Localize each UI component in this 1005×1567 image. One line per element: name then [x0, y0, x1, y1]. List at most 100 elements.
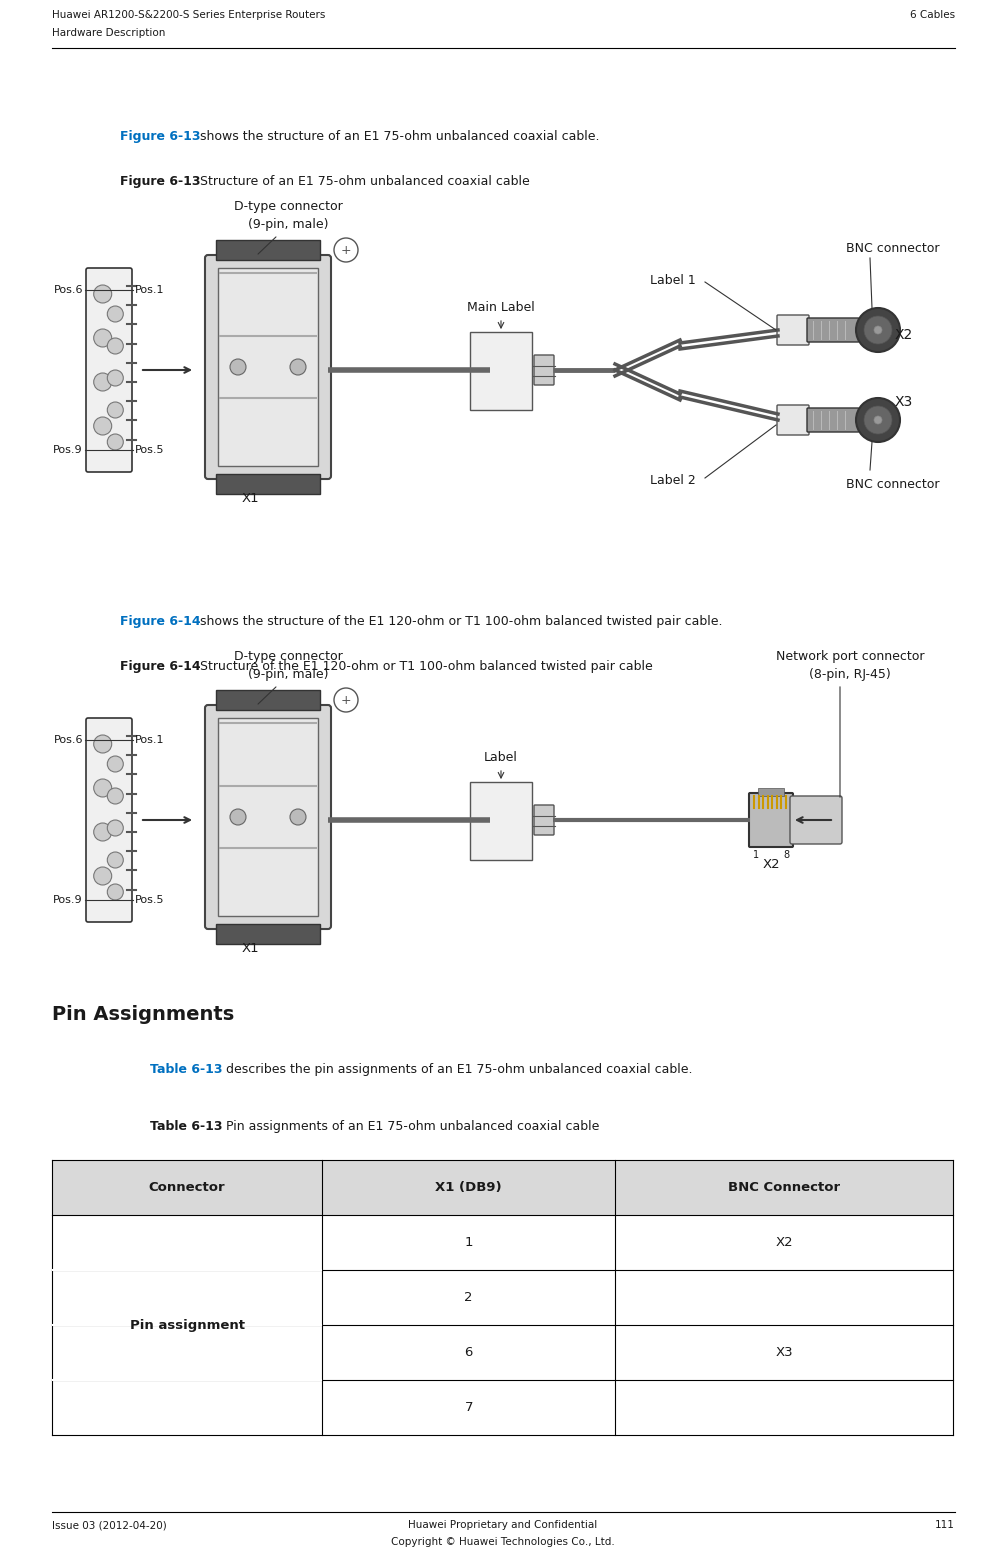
Text: Connector: Connector — [149, 1182, 225, 1194]
Text: 6: 6 — [464, 1346, 473, 1359]
Text: Issue 03 (2012-04-20): Issue 03 (2012-04-20) — [52, 1520, 167, 1529]
Bar — [216, 240, 320, 260]
Text: 1: 1 — [464, 1236, 473, 1249]
Text: X2: X2 — [895, 328, 914, 342]
Circle shape — [864, 317, 892, 345]
Text: 7: 7 — [464, 1401, 473, 1413]
FancyBboxPatch shape — [749, 793, 793, 848]
Text: X3: X3 — [775, 1346, 793, 1359]
FancyBboxPatch shape — [777, 315, 809, 345]
Text: Pos.1: Pos.1 — [135, 285, 165, 295]
FancyBboxPatch shape — [807, 407, 859, 432]
Bar — [216, 925, 320, 943]
Text: 1: 1 — [753, 849, 759, 860]
Text: 2: 2 — [464, 1291, 473, 1304]
Text: (8-pin, RJ-45): (8-pin, RJ-45) — [809, 668, 890, 682]
Bar — [470, 782, 532, 860]
Circle shape — [93, 417, 112, 436]
Text: Pin assignments of an E1 75-ohm unbalanced coaxial cable: Pin assignments of an E1 75-ohm unbalanc… — [222, 1120, 599, 1133]
Text: shows the structure of an E1 75-ohm unbalanced coaxial cable.: shows the structure of an E1 75-ohm unba… — [196, 130, 600, 143]
Circle shape — [230, 359, 246, 375]
Circle shape — [290, 809, 306, 824]
Text: X2: X2 — [762, 859, 780, 871]
Text: Huawei Proprietary and Confidential: Huawei Proprietary and Confidential — [408, 1520, 597, 1529]
Text: describes the pin assignments of an E1 75-ohm unbalanced coaxial cable.: describes the pin assignments of an E1 7… — [222, 1062, 692, 1077]
Circle shape — [290, 359, 306, 375]
Text: Pos.6: Pos.6 — [53, 285, 83, 295]
Text: Figure 6-14: Figure 6-14 — [120, 660, 201, 672]
Text: Pos.5: Pos.5 — [135, 445, 165, 454]
Text: Table 6-13: Table 6-13 — [150, 1120, 222, 1133]
Text: X1 (DB9): X1 (DB9) — [435, 1182, 502, 1194]
Text: X2: X2 — [775, 1236, 793, 1249]
Text: Pos.5: Pos.5 — [135, 895, 165, 906]
Bar — [218, 268, 318, 465]
Circle shape — [874, 326, 882, 334]
Circle shape — [108, 306, 124, 321]
Circle shape — [93, 329, 112, 346]
Bar — [216, 689, 320, 710]
FancyBboxPatch shape — [205, 255, 331, 480]
Text: 8: 8 — [783, 849, 789, 860]
Text: 111: 111 — [935, 1520, 955, 1529]
Text: BNC Connector: BNC Connector — [728, 1182, 840, 1194]
Circle shape — [93, 779, 112, 798]
Text: (9-pin, male): (9-pin, male) — [248, 668, 329, 682]
Circle shape — [93, 735, 112, 754]
Circle shape — [93, 867, 112, 885]
Circle shape — [93, 373, 112, 392]
Text: Structure of the E1 120-ohm or T1 100-ohm balanced twisted pair cable: Structure of the E1 120-ohm or T1 100-oh… — [196, 660, 653, 672]
Bar — [218, 718, 318, 917]
Circle shape — [93, 823, 112, 841]
FancyBboxPatch shape — [86, 718, 132, 921]
Text: Pin Assignments: Pin Assignments — [52, 1004, 234, 1023]
Bar — [470, 332, 532, 411]
Bar — [216, 473, 320, 494]
Circle shape — [856, 398, 900, 442]
Circle shape — [108, 820, 124, 837]
Text: Figure 6-13: Figure 6-13 — [120, 130, 201, 143]
Circle shape — [108, 884, 124, 899]
Text: shows the structure of the E1 120-ohm or T1 100-ohm balanced twisted pair cable.: shows the structure of the E1 120-ohm or… — [196, 614, 723, 628]
Text: 6 Cables: 6 Cables — [910, 9, 955, 20]
FancyBboxPatch shape — [86, 268, 132, 472]
Text: Pin assignment: Pin assignment — [130, 1318, 244, 1332]
Circle shape — [108, 370, 124, 385]
Text: BNC connector: BNC connector — [846, 241, 940, 255]
Text: Label 2: Label 2 — [650, 473, 695, 486]
Circle shape — [108, 852, 124, 868]
Text: (9-pin, male): (9-pin, male) — [248, 218, 329, 230]
Text: +: + — [341, 694, 352, 707]
Text: Huawei AR1200-S&2200-S Series Enterprise Routers: Huawei AR1200-S&2200-S Series Enterprise… — [52, 9, 326, 20]
FancyBboxPatch shape — [534, 805, 554, 835]
Bar — [758, 788, 784, 796]
Text: X1: X1 — [241, 492, 259, 505]
FancyBboxPatch shape — [534, 356, 554, 385]
Text: D-type connector: D-type connector — [233, 650, 343, 663]
Text: Label 1: Label 1 — [650, 274, 695, 287]
Circle shape — [230, 809, 246, 824]
Circle shape — [93, 285, 112, 302]
Text: Pos.1: Pos.1 — [135, 735, 165, 744]
Text: Figure 6-13: Figure 6-13 — [120, 176, 201, 188]
FancyBboxPatch shape — [205, 705, 331, 929]
Text: X1: X1 — [241, 942, 259, 954]
Circle shape — [864, 406, 892, 434]
Circle shape — [874, 415, 882, 425]
Text: Main Label: Main Label — [467, 301, 535, 313]
Text: Table 6-13: Table 6-13 — [150, 1062, 222, 1077]
Text: Structure of an E1 75-ohm unbalanced coaxial cable: Structure of an E1 75-ohm unbalanced coa… — [196, 176, 530, 188]
Text: Copyright © Huawei Technologies Co., Ltd.: Copyright © Huawei Technologies Co., Ltd… — [391, 1537, 614, 1547]
Text: Figure 6-14: Figure 6-14 — [120, 614, 201, 628]
FancyBboxPatch shape — [777, 404, 809, 436]
Circle shape — [108, 338, 124, 354]
Text: Pos.9: Pos.9 — [53, 445, 83, 454]
Text: Network port connector: Network port connector — [776, 650, 925, 663]
Bar — [52, 1160, 953, 1214]
Circle shape — [108, 788, 124, 804]
Text: D-type connector: D-type connector — [233, 201, 343, 213]
Text: X3: X3 — [895, 395, 914, 409]
Text: BNC connector: BNC connector — [846, 478, 940, 490]
Text: Pos.9: Pos.9 — [53, 895, 83, 906]
Text: Label: Label — [484, 751, 518, 765]
